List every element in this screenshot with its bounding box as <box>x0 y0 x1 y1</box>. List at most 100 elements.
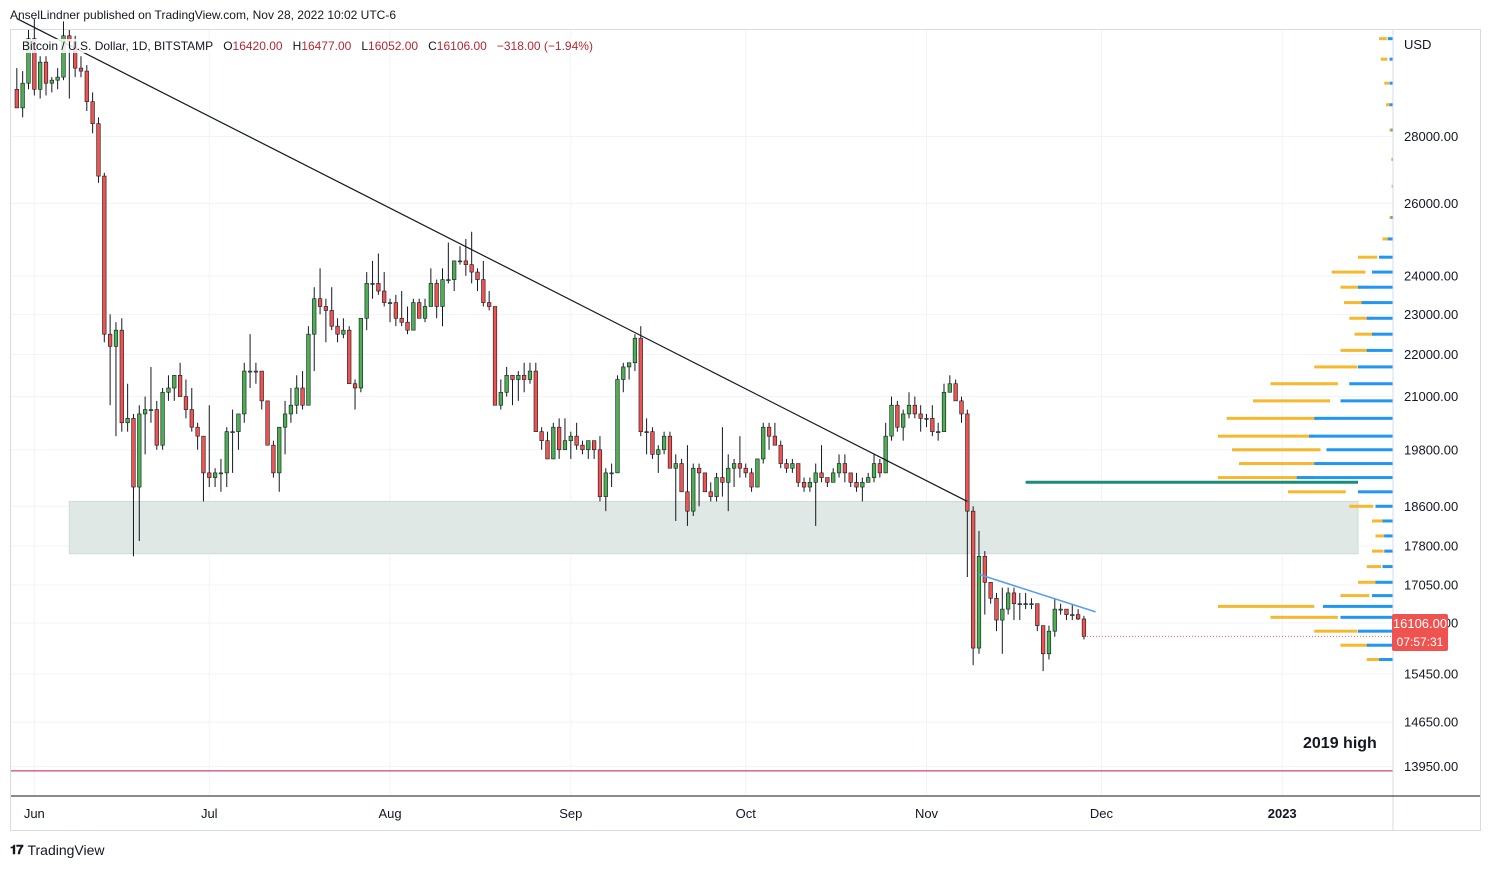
candle-down <box>1041 625 1046 655</box>
candle-up <box>55 76 60 81</box>
candle-down <box>323 306 328 311</box>
grid <box>11 30 1393 796</box>
candle-down <box>702 472 708 493</box>
candle-down <box>382 290 387 303</box>
candle-down <box>696 467 702 474</box>
candle-up <box>341 329 346 335</box>
y-tick-label: 28000.00 <box>1404 129 1458 144</box>
drawings <box>11 18 1393 772</box>
candle-up <box>976 555 982 649</box>
volume-profile-down-bar <box>1358 255 1378 259</box>
candle-up <box>1058 608 1063 611</box>
candle-up <box>160 391 165 446</box>
candle-down <box>177 374 183 397</box>
volume-profile-up-bar <box>1389 57 1393 61</box>
candle-up <box>428 283 433 307</box>
brand-label: TradingView <box>27 842 105 858</box>
time-axis[interactable]: Jun Jul Aug Sep Oct Nov Dec 2023 <box>11 795 1480 821</box>
volume-profile-down-bar <box>1382 237 1389 241</box>
volume-profile-up-bar <box>1366 316 1393 320</box>
candle-up <box>836 463 842 474</box>
candle-up <box>726 467 731 483</box>
candle-up <box>1046 630 1052 655</box>
candle-up <box>632 337 638 364</box>
volume-profile-down-bar <box>1366 658 1382 662</box>
candle-up <box>137 413 142 488</box>
y-tick-label: 24000.00 <box>1404 268 1458 283</box>
currency-label: USD <box>1404 37 1431 52</box>
candle-down <box>96 123 101 177</box>
candle-down <box>352 383 358 389</box>
candle-down <box>43 61 49 84</box>
x-tick-label: Nov <box>915 806 939 821</box>
volume-profile-down-bar <box>1389 215 1392 219</box>
volume-profile-up-bar <box>1296 476 1393 480</box>
candle-up <box>247 370 253 373</box>
volume-profile-up-bar <box>1372 594 1393 598</box>
legend-o-label: O <box>223 39 233 53</box>
price-axis[interactable]: USD 28000.00 26000.00 24000.00 23000.00 22000… <box>1392 30 1458 830</box>
candle-up <box>504 374 509 393</box>
candle-up <box>1023 603 1028 605</box>
candle-down <box>154 409 159 446</box>
candle-up <box>446 279 451 281</box>
candle-down <box>994 597 999 621</box>
volume-profile-down-bar <box>1226 416 1319 420</box>
publisher-line: AnselLindner published on TradingView.co… <box>10 8 397 22</box>
volume-profile-up-bar <box>1375 504 1393 508</box>
candle-down <box>778 444 783 464</box>
volume-profile-up-bar <box>1358 285 1393 289</box>
candle-down <box>784 463 789 469</box>
volume-profile-down-bar <box>1372 549 1384 553</box>
candle-up <box>860 481 865 488</box>
y-tick-label: 23000.00 <box>1404 307 1458 322</box>
volume-profile-up-bar <box>1389 81 1393 85</box>
volume-profile-up-bar <box>1387 37 1393 41</box>
candle-down <box>842 463 847 474</box>
candle-down <box>912 404 917 415</box>
last-price-badge: 16106.00 <box>1392 614 1448 633</box>
candle-up <box>224 431 229 474</box>
volume-profile-down-bar <box>1218 476 1315 480</box>
volume-profile-up-bar <box>1372 332 1393 336</box>
candle-down <box>982 555 987 583</box>
annotation-2019-high: 2019 high <box>1303 735 1377 752</box>
volume-profile-down-bar <box>1349 316 1374 320</box>
candle-down <box>796 463 801 483</box>
candle-up <box>358 317 363 389</box>
candle-up <box>807 481 812 488</box>
candle-up <box>1029 603 1034 605</box>
candle-down <box>487 302 492 307</box>
candle-down <box>347 329 352 385</box>
volume-profile-down-bar <box>1358 580 1378 584</box>
volume-profile-up-bar <box>1384 534 1393 538</box>
candle-up <box>452 260 457 280</box>
volume-profile-down-bar <box>1288 490 1346 494</box>
candle-down <box>679 463 684 493</box>
candle-up <box>656 449 661 455</box>
candle-up <box>364 283 369 319</box>
volume-profile-down-bar <box>1218 434 1315 438</box>
y-tick-label: 22000.00 <box>1404 347 1458 362</box>
y-tick-label: 18600.00 <box>1404 499 1458 514</box>
candle-up <box>883 435 888 474</box>
tradingview-brand[interactable]: 𝟏𝟕 TradingView <box>10 842 105 858</box>
legend-h-label: H <box>292 39 302 53</box>
candle-up <box>790 463 795 469</box>
candle-up <box>294 387 299 406</box>
candle-up <box>288 404 294 415</box>
candle-up <box>370 283 375 285</box>
candle-up <box>166 387 171 393</box>
volume-profile-down-bar <box>1354 332 1376 336</box>
candle-up <box>1052 608 1057 632</box>
legend-close: 16106.00 <box>436 39 487 53</box>
candle-down <box>119 329 124 424</box>
candle-down <box>953 383 958 402</box>
volume-profile-down-bar <box>1391 184 1393 188</box>
candle-down <box>720 477 725 483</box>
candle-down <box>84 70 89 102</box>
candle-up <box>941 391 947 432</box>
volume-profile-up-bar <box>1372 270 1393 274</box>
candle-up <box>1017 603 1022 605</box>
